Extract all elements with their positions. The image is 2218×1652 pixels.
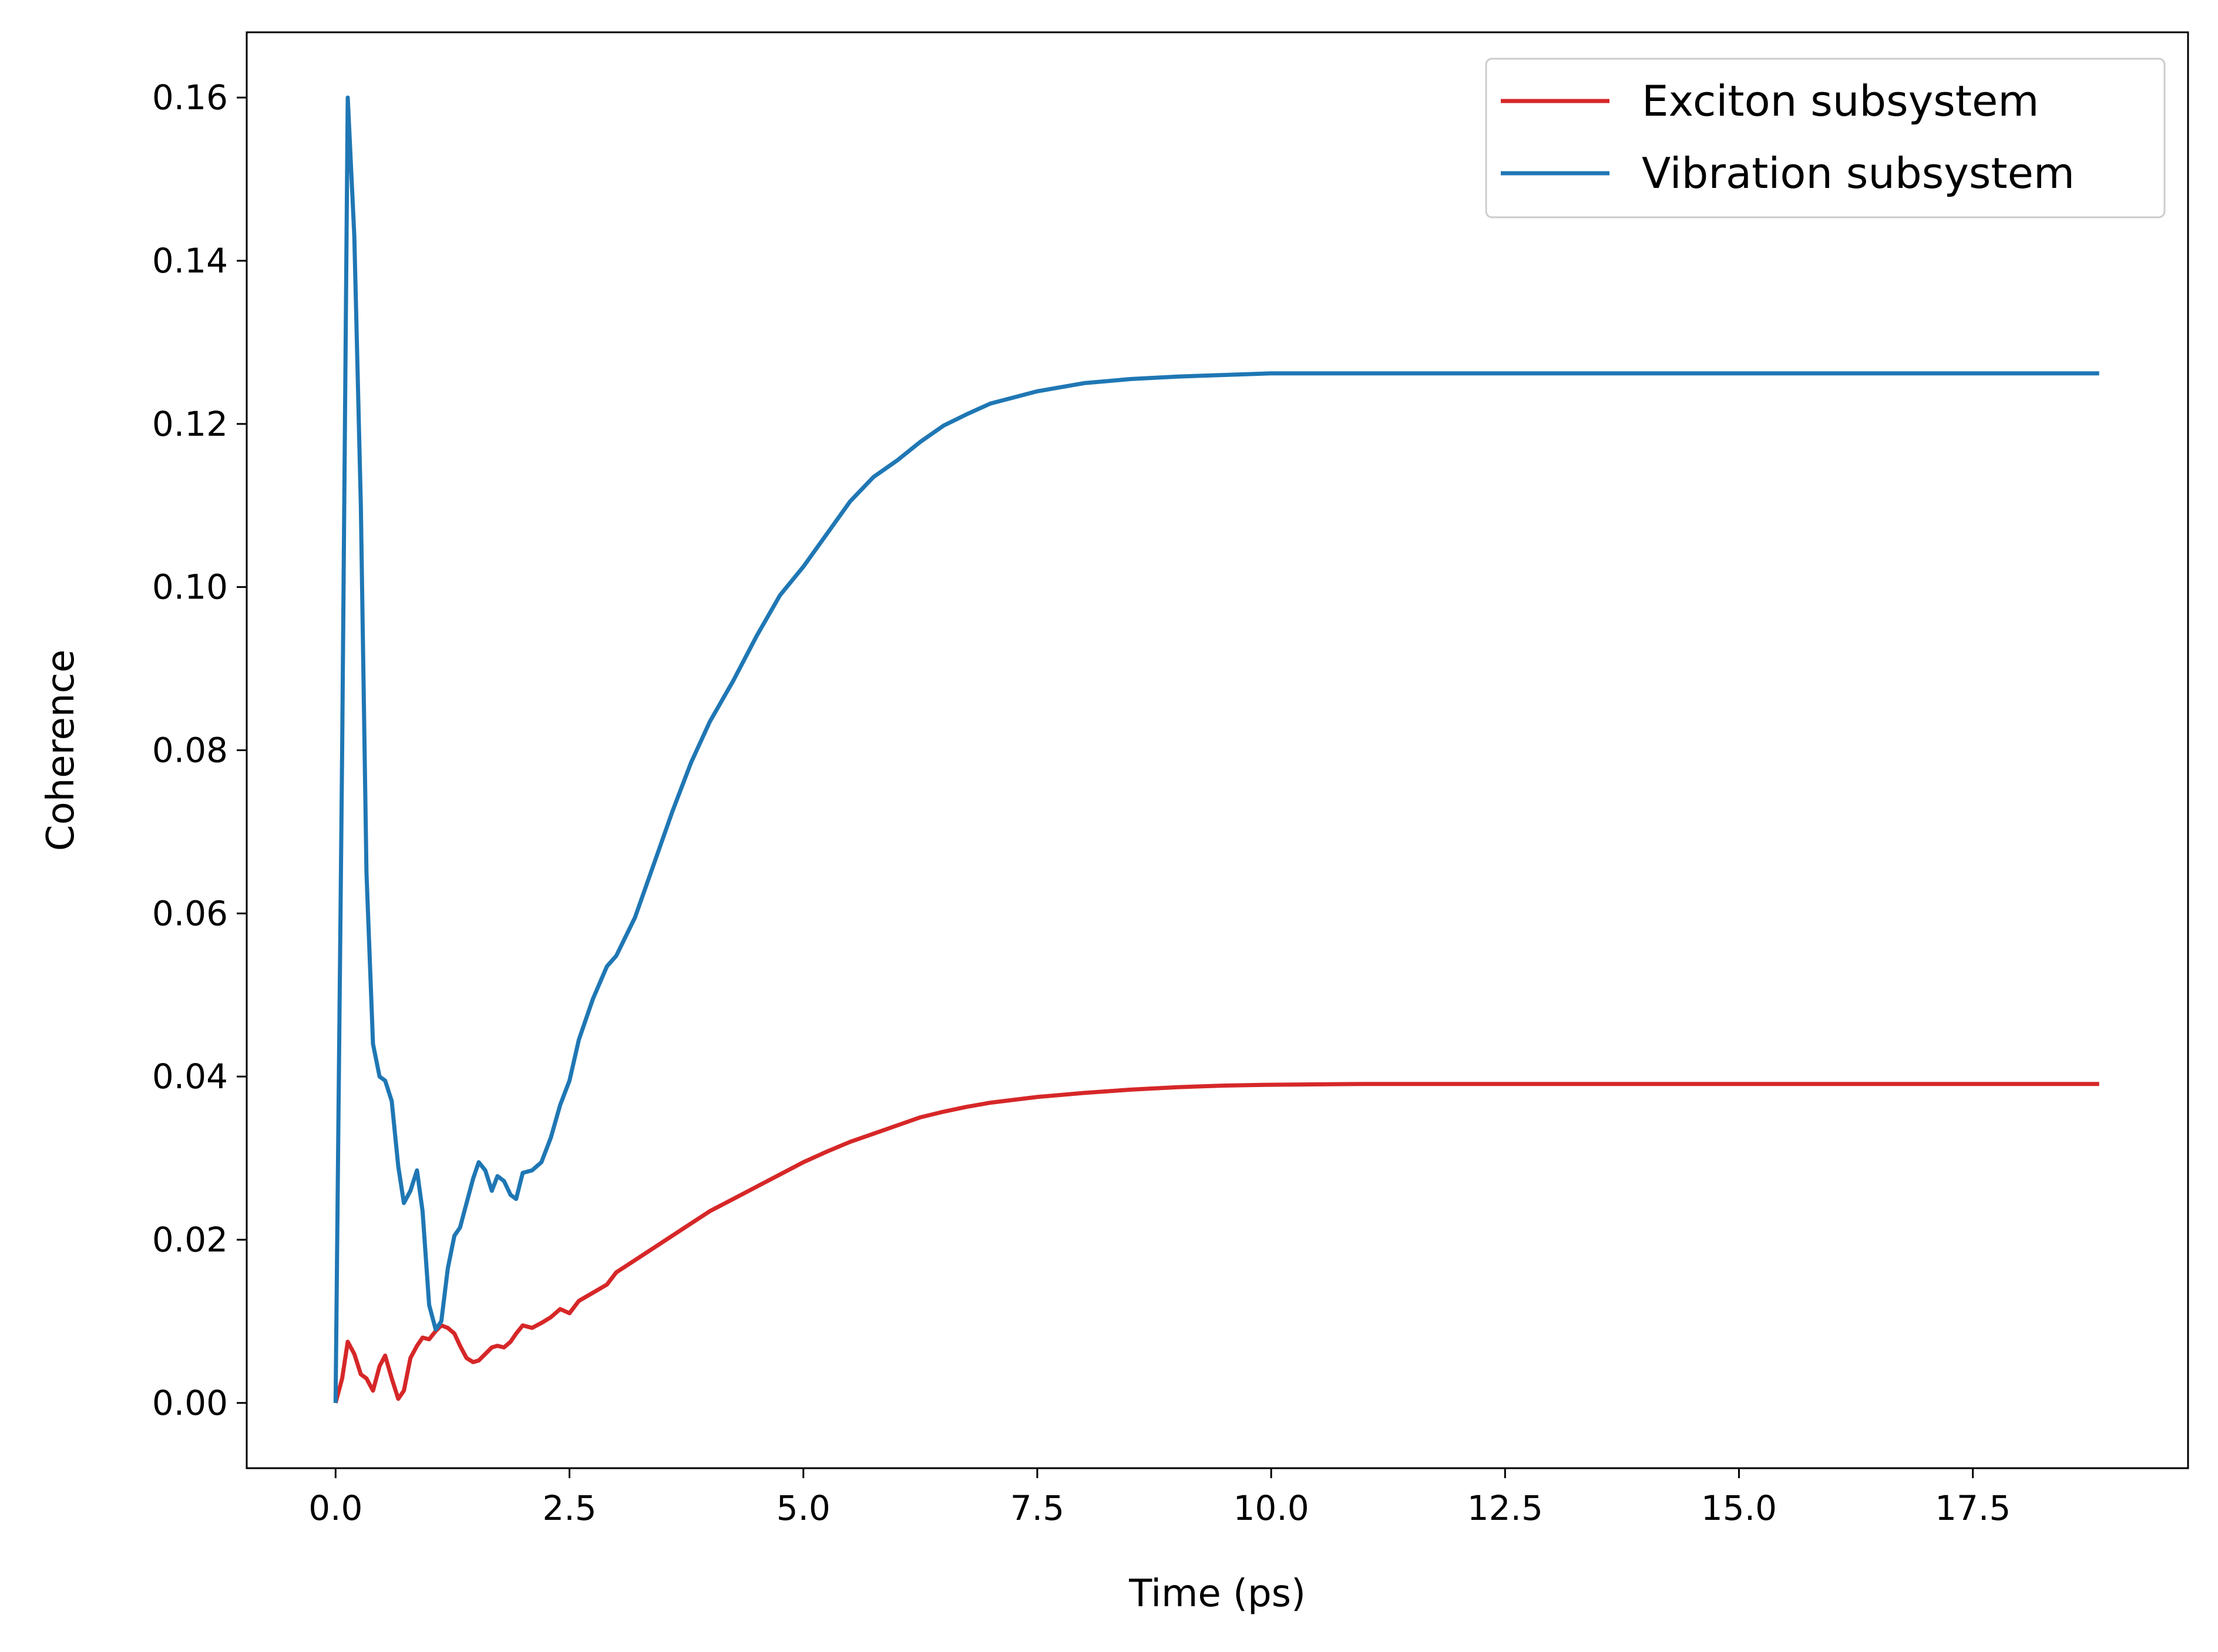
y-tick-label: 0.16 xyxy=(152,78,228,117)
series-line-exciton xyxy=(333,1082,2099,1404)
legend-box xyxy=(1485,58,2166,218)
x-tick-label: 7.5 xyxy=(1010,1488,1064,1528)
series-line-vibration xyxy=(333,95,2099,1403)
y-tick-label: 0.06 xyxy=(152,893,228,933)
y-axis: 0.00 0.02 0.04 0.06 0.08 0.10 0.12 0.14 0.16 xyxy=(152,78,247,1423)
y-axis-label: Coherence xyxy=(39,650,83,851)
y-tick-label: 0.14 xyxy=(152,241,228,281)
y-tick-label: 0.12 xyxy=(152,404,228,444)
y-tick-label: 0.10 xyxy=(152,567,228,607)
x-tick-label: 0.0 xyxy=(308,1488,362,1528)
x-tick-label: 17.5 xyxy=(1935,1488,2011,1528)
x-tick-label: 15.0 xyxy=(1701,1488,1777,1528)
y-tick-label: 0.08 xyxy=(152,731,228,771)
y-tick-label: 0.04 xyxy=(152,1057,228,1096)
x-axis-label: Time (ps) xyxy=(1128,1572,1306,1616)
series-layer xyxy=(333,95,2099,1404)
x-tick-label: 12.5 xyxy=(1467,1488,1543,1528)
x-tick-label: 2.5 xyxy=(542,1488,596,1528)
x-tick-label: 5.0 xyxy=(777,1488,831,1528)
x-axis: 0.0 2.5 5.0 7.5 10.0 12.5 15.0 17.5 xyxy=(308,1468,2011,1528)
legend-label-vibration: Vibration subsystem xyxy=(1642,149,2075,198)
y-tick-label: 0.02 xyxy=(152,1220,228,1260)
y-tick-label: 0.00 xyxy=(152,1383,228,1423)
legend-label-exciton: Exciton subsystem xyxy=(1642,76,2039,126)
x-tick-label: 10.0 xyxy=(1234,1488,1309,1528)
legend: Exciton subsystem Vibration subsystem xyxy=(1485,58,2166,218)
